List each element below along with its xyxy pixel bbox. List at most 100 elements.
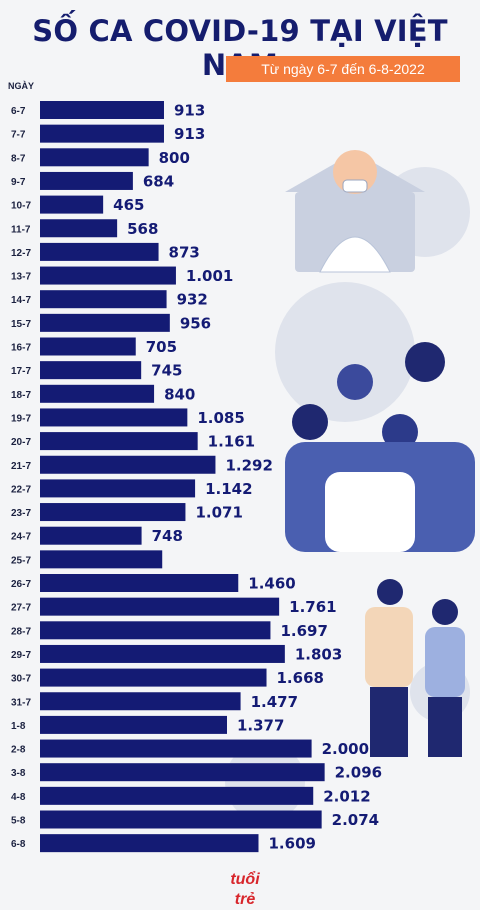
bar: [40, 739, 312, 758]
category-label: 18-7: [11, 390, 31, 401]
bar: [40, 526, 142, 545]
data-label: 1.161: [208, 433, 255, 451]
category-label: 21-7: [11, 461, 31, 472]
bar: [40, 219, 118, 238]
bar: [40, 361, 142, 380]
bar: [40, 763, 325, 782]
data-label: 568: [127, 220, 158, 238]
data-label: 2.096: [335, 764, 382, 782]
category-label: 2-8: [11, 745, 26, 756]
data-label: 748: [152, 527, 183, 545]
category-label: 30-7: [11, 674, 31, 685]
category-label: 26-7: [11, 579, 31, 590]
category-label: 28-7: [11, 626, 31, 637]
bar: [40, 432, 198, 451]
data-label: 1.292: [225, 456, 272, 474]
data-label: 1.460: [248, 575, 295, 593]
data-label: 465: [113, 196, 144, 214]
category-label: 10-7: [11, 201, 31, 212]
bar: [40, 148, 149, 167]
data-label: 956: [180, 314, 211, 332]
data-label: 1.142: [205, 480, 252, 498]
category-label: 9-7: [11, 177, 26, 188]
date-range-badge: Từ ngày 6-7 đến 6-8-2022: [226, 56, 460, 82]
bar: [40, 171, 133, 190]
bar: [40, 290, 167, 309]
building-icon: [295, 192, 415, 272]
bar: [40, 503, 186, 522]
bar: [40, 668, 267, 687]
bar: [40, 101, 164, 119]
category-label: 15-7: [11, 319, 31, 330]
category-label: 8-7: [11, 153, 26, 164]
bar: [40, 408, 188, 427]
data-label: 1.668: [277, 669, 324, 687]
category-label: 4-8: [11, 792, 26, 803]
category-label: 7-7: [11, 130, 26, 141]
data-label: 1.477: [251, 693, 298, 711]
bar: [40, 455, 216, 474]
category-label: 12-7: [11, 248, 31, 259]
bar: [40, 621, 271, 640]
category-label: 6-8: [11, 839, 26, 850]
bar: [40, 124, 164, 143]
data-label: 873: [169, 243, 200, 261]
data-label: 2.012: [323, 787, 370, 805]
data-label: 1.377: [237, 716, 284, 734]
bar: [40, 715, 227, 734]
bar: [40, 550, 163, 569]
data-label: 1.001: [186, 267, 233, 285]
data-label: 1.071: [195, 504, 242, 522]
bar: [40, 266, 176, 285]
data-label: 1.761: [289, 598, 336, 616]
data-label: 1.803: [295, 645, 342, 663]
category-label: 11-7: [11, 224, 31, 235]
category-label: 31-7: [11, 697, 31, 708]
category-label: 22-7: [11, 484, 31, 495]
bar: [40, 337, 136, 356]
category-label: 19-7: [11, 413, 31, 424]
doctor-icon: [319, 150, 391, 273]
bar: [40, 810, 322, 829]
data-label: 745: [151, 362, 182, 380]
category-label: 24-7: [11, 532, 31, 543]
data-label: 800: [159, 149, 190, 167]
brand-logo: tuổi trẻ: [230, 871, 260, 908]
bar: [40, 574, 239, 592]
bar: [40, 834, 259, 853]
category-label: 20-7: [11, 437, 31, 448]
bar: [40, 786, 314, 805]
data-label: 1.697: [280, 622, 327, 640]
category-label: 14-7: [11, 295, 31, 306]
data-label: 913: [174, 125, 205, 143]
category-label: 23-7: [11, 508, 31, 519]
data-label: 2.000: [322, 740, 369, 758]
category-label: 5-8: [11, 816, 26, 827]
category-label: 29-7: [11, 650, 31, 661]
category-label: 1-8: [11, 721, 26, 732]
category-label: 6-7: [11, 106, 26, 117]
bar: [40, 597, 280, 616]
walking-people-icon: [365, 579, 465, 757]
crowd-icon: [285, 342, 475, 552]
bar: [40, 242, 159, 261]
data-label: 1.085: [197, 409, 244, 427]
data-label: 2.074: [332, 811, 379, 829]
bar: [40, 479, 196, 498]
bar: [40, 644, 285, 663]
data-label: 705: [146, 338, 177, 356]
bar: [40, 195, 104, 214]
category-label: 27-7: [11, 603, 31, 614]
data-label: 684: [143, 172, 174, 190]
data-label: 1.609: [269, 835, 316, 853]
y-axis-label: NGÀY: [8, 81, 34, 91]
bar: [40, 692, 241, 711]
data-label: 913: [174, 102, 205, 120]
data-label: 932: [177, 291, 208, 309]
category-label: 13-7: [11, 272, 31, 283]
virus-icon: [275, 282, 415, 422]
bar: [40, 384, 155, 403]
bar: [40, 313, 170, 332]
category-label: 3-8: [11, 768, 26, 779]
